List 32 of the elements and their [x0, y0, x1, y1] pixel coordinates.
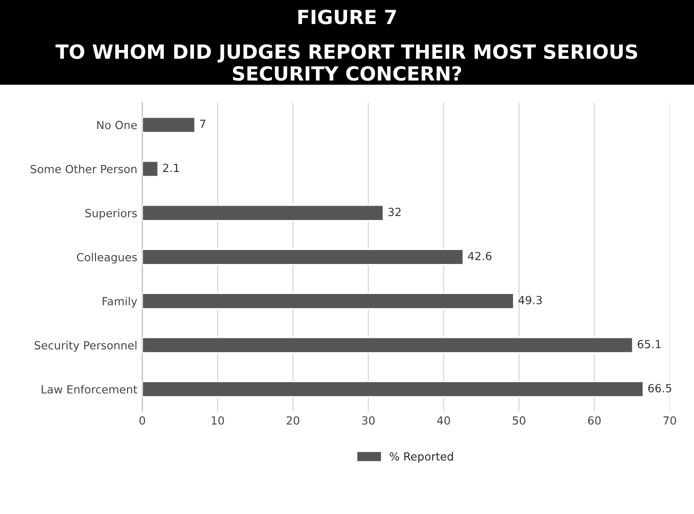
y-tick-label: Some Other Person	[30, 164, 136, 174]
data-label: 2.1	[163, 164, 179, 172]
data-label: 65.1	[638, 340, 661, 348]
x-tick-label: 30	[362, 416, 375, 425]
x-tick-label: 40	[437, 416, 450, 425]
x-tick-label: 0	[139, 416, 146, 425]
x-tick-label: 60	[588, 416, 601, 425]
data-label: 66.5	[648, 384, 672, 392]
x-tick-label: 50	[512, 416, 526, 425]
y-tick-label: Superiors	[85, 208, 137, 220]
y-tick-label: Law Enforcement	[42, 384, 138, 394]
legend-label: % Reported	[390, 452, 453, 463]
chart-title: FIGURE 7	[298, 10, 396, 24]
data-label: 49.3	[518, 296, 542, 304]
bar	[142, 336, 634, 354]
data-label: 42.6	[468, 252, 492, 260]
y-tick-label: Family	[102, 296, 138, 308]
y-tick-label: No One	[97, 120, 137, 130]
data-label: 7	[200, 120, 206, 128]
bar	[142, 248, 464, 266]
data-label: 32	[388, 208, 401, 216]
x-tick-label: 10	[212, 416, 224, 425]
x-tick-label: 20	[286, 416, 300, 425]
bar	[142, 380, 644, 398]
chart-subtitle: TO WHOM DID JUDGES REPORT THEIR MOST SERIOUS SECURITY CONCERN?	[56, 44, 638, 81]
bar	[142, 292, 514, 310]
bar	[142, 204, 384, 222]
y-tick-label: Security Personnel	[34, 340, 136, 352]
y-tick-label: Colleagues	[76, 252, 137, 264]
bar	[142, 116, 196, 134]
x-tick-label: 70	[664, 416, 676, 425]
bar	[142, 160, 159, 178]
